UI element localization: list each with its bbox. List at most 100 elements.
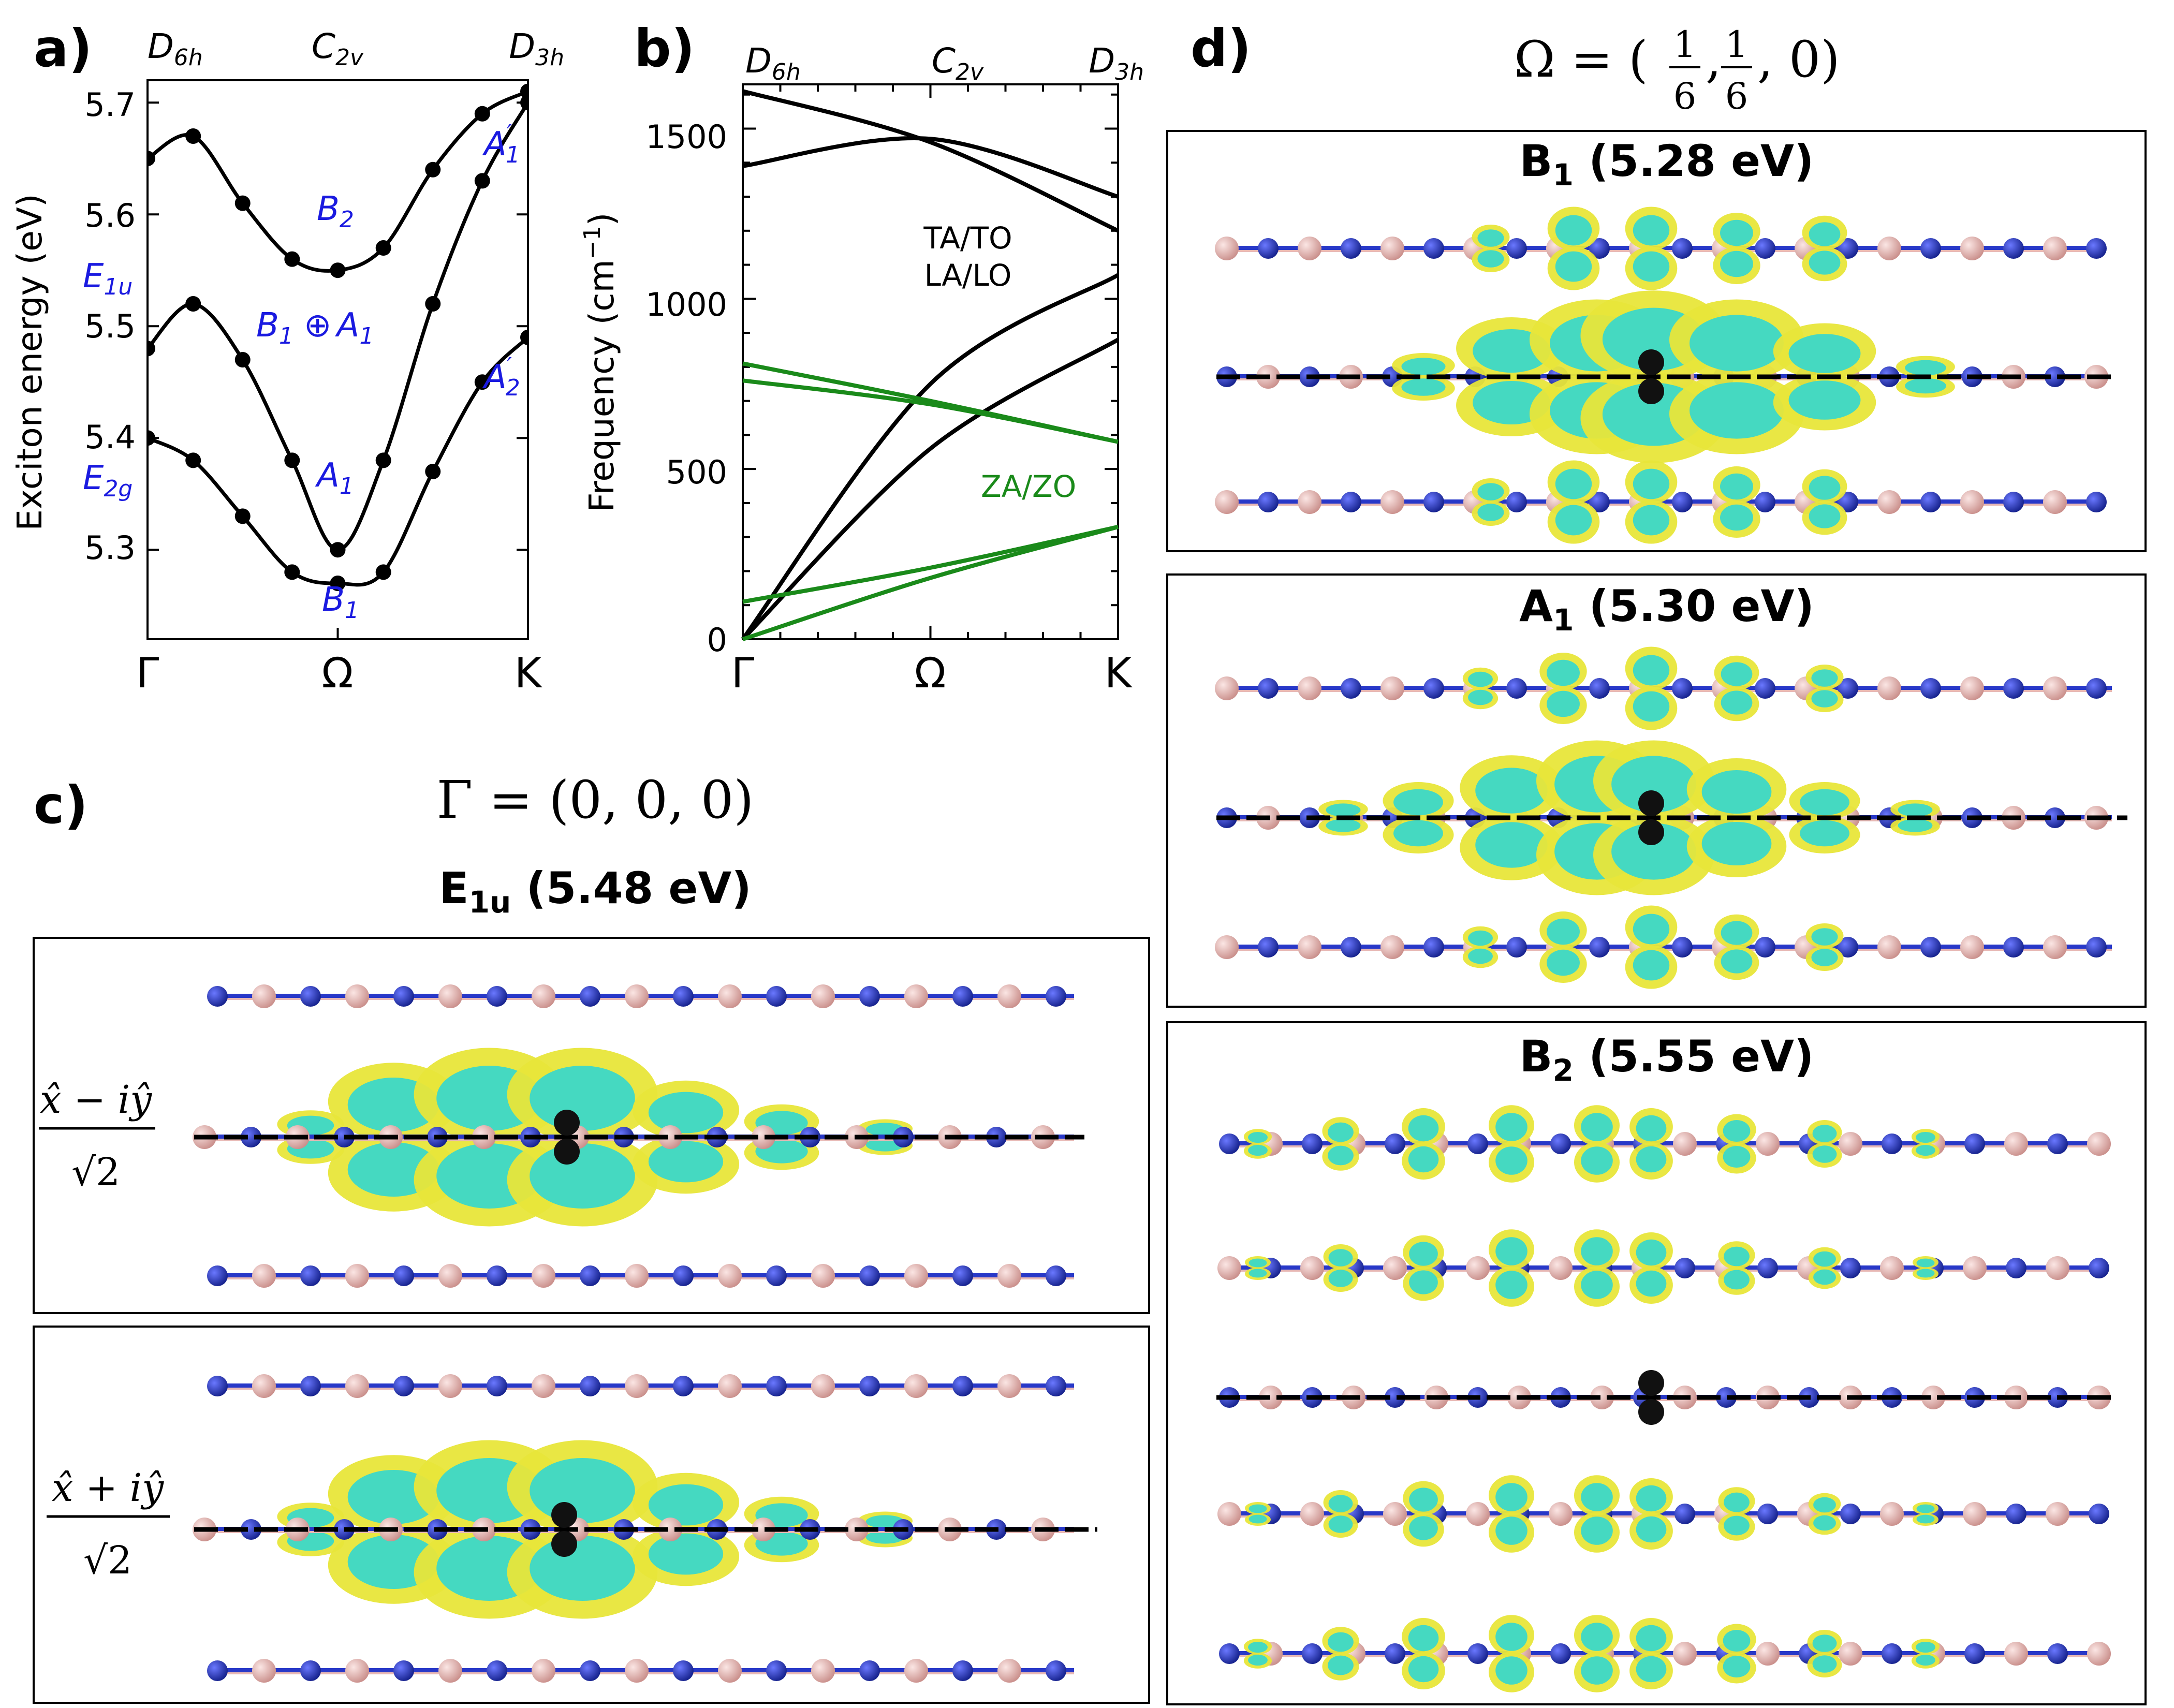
- isosurface-lobe: [1581, 1271, 1613, 1299]
- isosurface-lobe: [1633, 950, 1670, 981]
- boron-atom: [438, 1374, 462, 1398]
- nitrogen-atom: [580, 1376, 600, 1396]
- isosurface-lobe: [1723, 1630, 1751, 1652]
- panel-d-title-a1: A1 (5.30 eV): [1519, 581, 1814, 638]
- svg-text:,: ,: [1706, 31, 1722, 89]
- nitrogen-atom: [1423, 937, 1444, 958]
- exciton-point: [330, 262, 346, 278]
- panel-d-box-b2: [1166, 1021, 2147, 1705]
- isosurface-lobe: [1812, 1125, 1837, 1142]
- nitrogen-atom: [1341, 937, 1361, 958]
- isosurface-lobe: [1724, 1270, 1750, 1290]
- isosurface-lobe: [1813, 1497, 1836, 1513]
- isosurface-lobe: [1477, 250, 1504, 268]
- nitrogen-atom: [1716, 1387, 1737, 1408]
- isosurface-lobe: [1248, 1132, 1268, 1143]
- boron-atom: [1217, 1502, 1241, 1526]
- isosurface-lobe: [1581, 1113, 1613, 1141]
- boron-atom: [1217, 1256, 1241, 1280]
- panel-d-box-b1: [1166, 130, 2147, 552]
- boron-atom: [1921, 1386, 1945, 1409]
- isosurface-lobe: [648, 1092, 724, 1133]
- isosurface-lobe: [1898, 819, 1933, 832]
- isosurface-lobe: [530, 1536, 635, 1601]
- boron-atom: [252, 1374, 276, 1398]
- isosurface-lobe: [1495, 1146, 1527, 1175]
- nitrogen-atom: [487, 1660, 507, 1681]
- panel-d-header: Ω = ( 1 6 , 1 6 , 0): [1514, 23, 1840, 117]
- nitrogen-atom: [2047, 1133, 2068, 1154]
- exciton-point: [284, 564, 300, 580]
- boron-atom: [1960, 935, 1984, 959]
- nitrogen-atom: [2003, 678, 2024, 699]
- nitrogen-atom: [952, 986, 973, 1007]
- isosurface-lobe: [1328, 1145, 1354, 1166]
- isosurface-lobe: [1248, 1269, 1267, 1278]
- isosurface-lobe: [1813, 1515, 1836, 1531]
- phonon-branch: [742, 378, 1119, 444]
- boron-atom: [1880, 1502, 1904, 1526]
- exciton-point: [148, 151, 155, 167]
- isosurface-lobe: [1248, 1258, 1267, 1268]
- phonon-branch: [742, 525, 1119, 604]
- boron-atom: [658, 1518, 682, 1541]
- nitrogen-atom: [207, 1660, 228, 1681]
- boron-atom: [1549, 1502, 1573, 1526]
- boron-atom: [997, 1659, 1021, 1683]
- isosurface-lobe: [1721, 690, 1753, 715]
- panel-a-xtick-omega: Ω: [321, 649, 353, 697]
- boron-atom: [2043, 490, 2067, 514]
- nitrogen-atom: [1423, 492, 1444, 512]
- panel-b-ytick-1000: 1000: [645, 286, 727, 323]
- boron-atom: [1298, 935, 1321, 959]
- nitrogen-atom: [1506, 492, 1527, 512]
- isosurface-lobe: [1477, 504, 1504, 521]
- boron-atom: [1960, 237, 1984, 260]
- isosurface-lobe: [530, 1066, 635, 1131]
- boron-atom: [2043, 935, 2067, 959]
- boron-atom: [625, 1659, 649, 1683]
- nitrogen-atom: [2086, 492, 2107, 512]
- nitrogen-atom: [2003, 238, 2024, 259]
- hole-marker: [551, 1531, 577, 1557]
- isosurface-lobe: [1723, 1656, 1751, 1677]
- isosurface-lobe: [1720, 251, 1753, 277]
- isosurface-lobe: [1401, 358, 1446, 375]
- exciton-band: [148, 336, 528, 587]
- panel-a-xtick-gamma: Γ: [136, 649, 159, 697]
- nitrogen-atom: [1589, 678, 1610, 699]
- boron-atom: [1215, 237, 1239, 260]
- isosurface-lobe: [1916, 1504, 1935, 1513]
- isosurface-lobe: [1408, 1146, 1439, 1173]
- label-la-lo: LA/LO: [924, 258, 1012, 293]
- isosurface-lobe: [1248, 1655, 1268, 1666]
- isosurface-lobe: [1495, 1113, 1527, 1141]
- panel-b-group-d6h: D6h: [745, 41, 801, 85]
- boron-atom: [532, 1659, 555, 1683]
- panel-a-ticks: [148, 101, 528, 639]
- isosurface-lobe: [1636, 1115, 1667, 1142]
- svg-text:√2: √2: [83, 1538, 132, 1583]
- isosurface-lobe: [1248, 1642, 1268, 1653]
- nitrogen-atom: [1302, 1133, 1323, 1154]
- hole-marker: [1638, 790, 1664, 816]
- boron-atom: [752, 1518, 775, 1541]
- nitrogen-atom: [1964, 1133, 1985, 1154]
- isosurface-lobe: [1813, 1251, 1836, 1267]
- isosurface-lobe: [1636, 1239, 1667, 1266]
- boron-atom: [1380, 490, 1404, 514]
- hole-marker: [1638, 819, 1664, 845]
- isosurface-lobe: [1408, 1656, 1439, 1683]
- isosurface-lobe: [1555, 251, 1592, 282]
- panel-label-d: d): [1191, 18, 1251, 79]
- nitrogen-atom: [1302, 1643, 1323, 1664]
- boron-atom: [1963, 1256, 1987, 1280]
- panel-c: Γ = (0, 0, 0) E1u (5.48 eV) x̂ − iŷ √2 x…: [33, 770, 1150, 1704]
- isosurface-lobe: [1475, 822, 1548, 868]
- panel-b-xtick-k: K: [1105, 649, 1133, 697]
- isosurface-lobe: [1701, 822, 1772, 865]
- nitrogen-atom: [2089, 1504, 2109, 1524]
- boron-atom: [1880, 1256, 1904, 1280]
- boron-atom: [1383, 1502, 1407, 1526]
- isosurface-lobe: [1690, 315, 1784, 372]
